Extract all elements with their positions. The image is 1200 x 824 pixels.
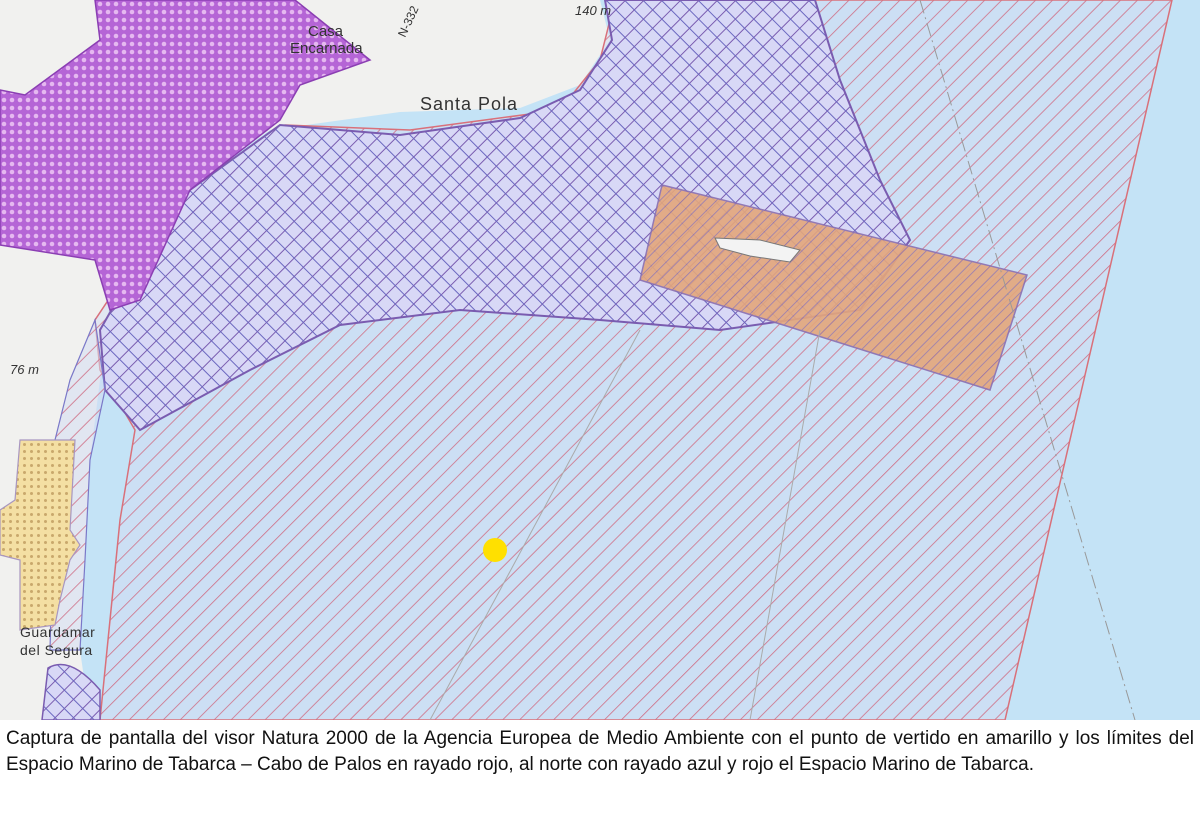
label-guardamar: Guardamar bbox=[20, 624, 95, 640]
label-encarnada: Encarnada bbox=[290, 40, 363, 57]
shipping-line bbox=[429, 329, 641, 720]
tabarca-island bbox=[714, 237, 801, 263]
discharge-point[interactable] bbox=[483, 538, 507, 562]
guardamar-dunes[interactable] bbox=[0, 439, 81, 631]
salinas-santa-pola[interactable] bbox=[0, 0, 372, 311]
shipping-line bbox=[919, 0, 1136, 720]
tabarca-reserve[interactable] bbox=[639, 184, 1028, 391]
label-casa: Casa bbox=[308, 23, 344, 40]
shipping-line bbox=[749, 329, 821, 720]
label-santa-pola: Santa Pola bbox=[420, 94, 518, 114]
natura-2000-map[interactable]: Casa Encarnada N-332 140 m Santa Pola 76… bbox=[0, 0, 1200, 720]
label-del-segura: del Segura bbox=[20, 642, 93, 658]
label-elevation-top: 140 m bbox=[575, 3, 611, 18]
label-elevation-left: 76 m bbox=[10, 362, 39, 377]
espacio-marino-tabarca[interactable] bbox=[98, 0, 912, 432]
bottom-left-area bbox=[41, 663, 101, 720]
figure-caption: Captura de pantalla del visor Natura 200… bbox=[6, 728, 1194, 775]
